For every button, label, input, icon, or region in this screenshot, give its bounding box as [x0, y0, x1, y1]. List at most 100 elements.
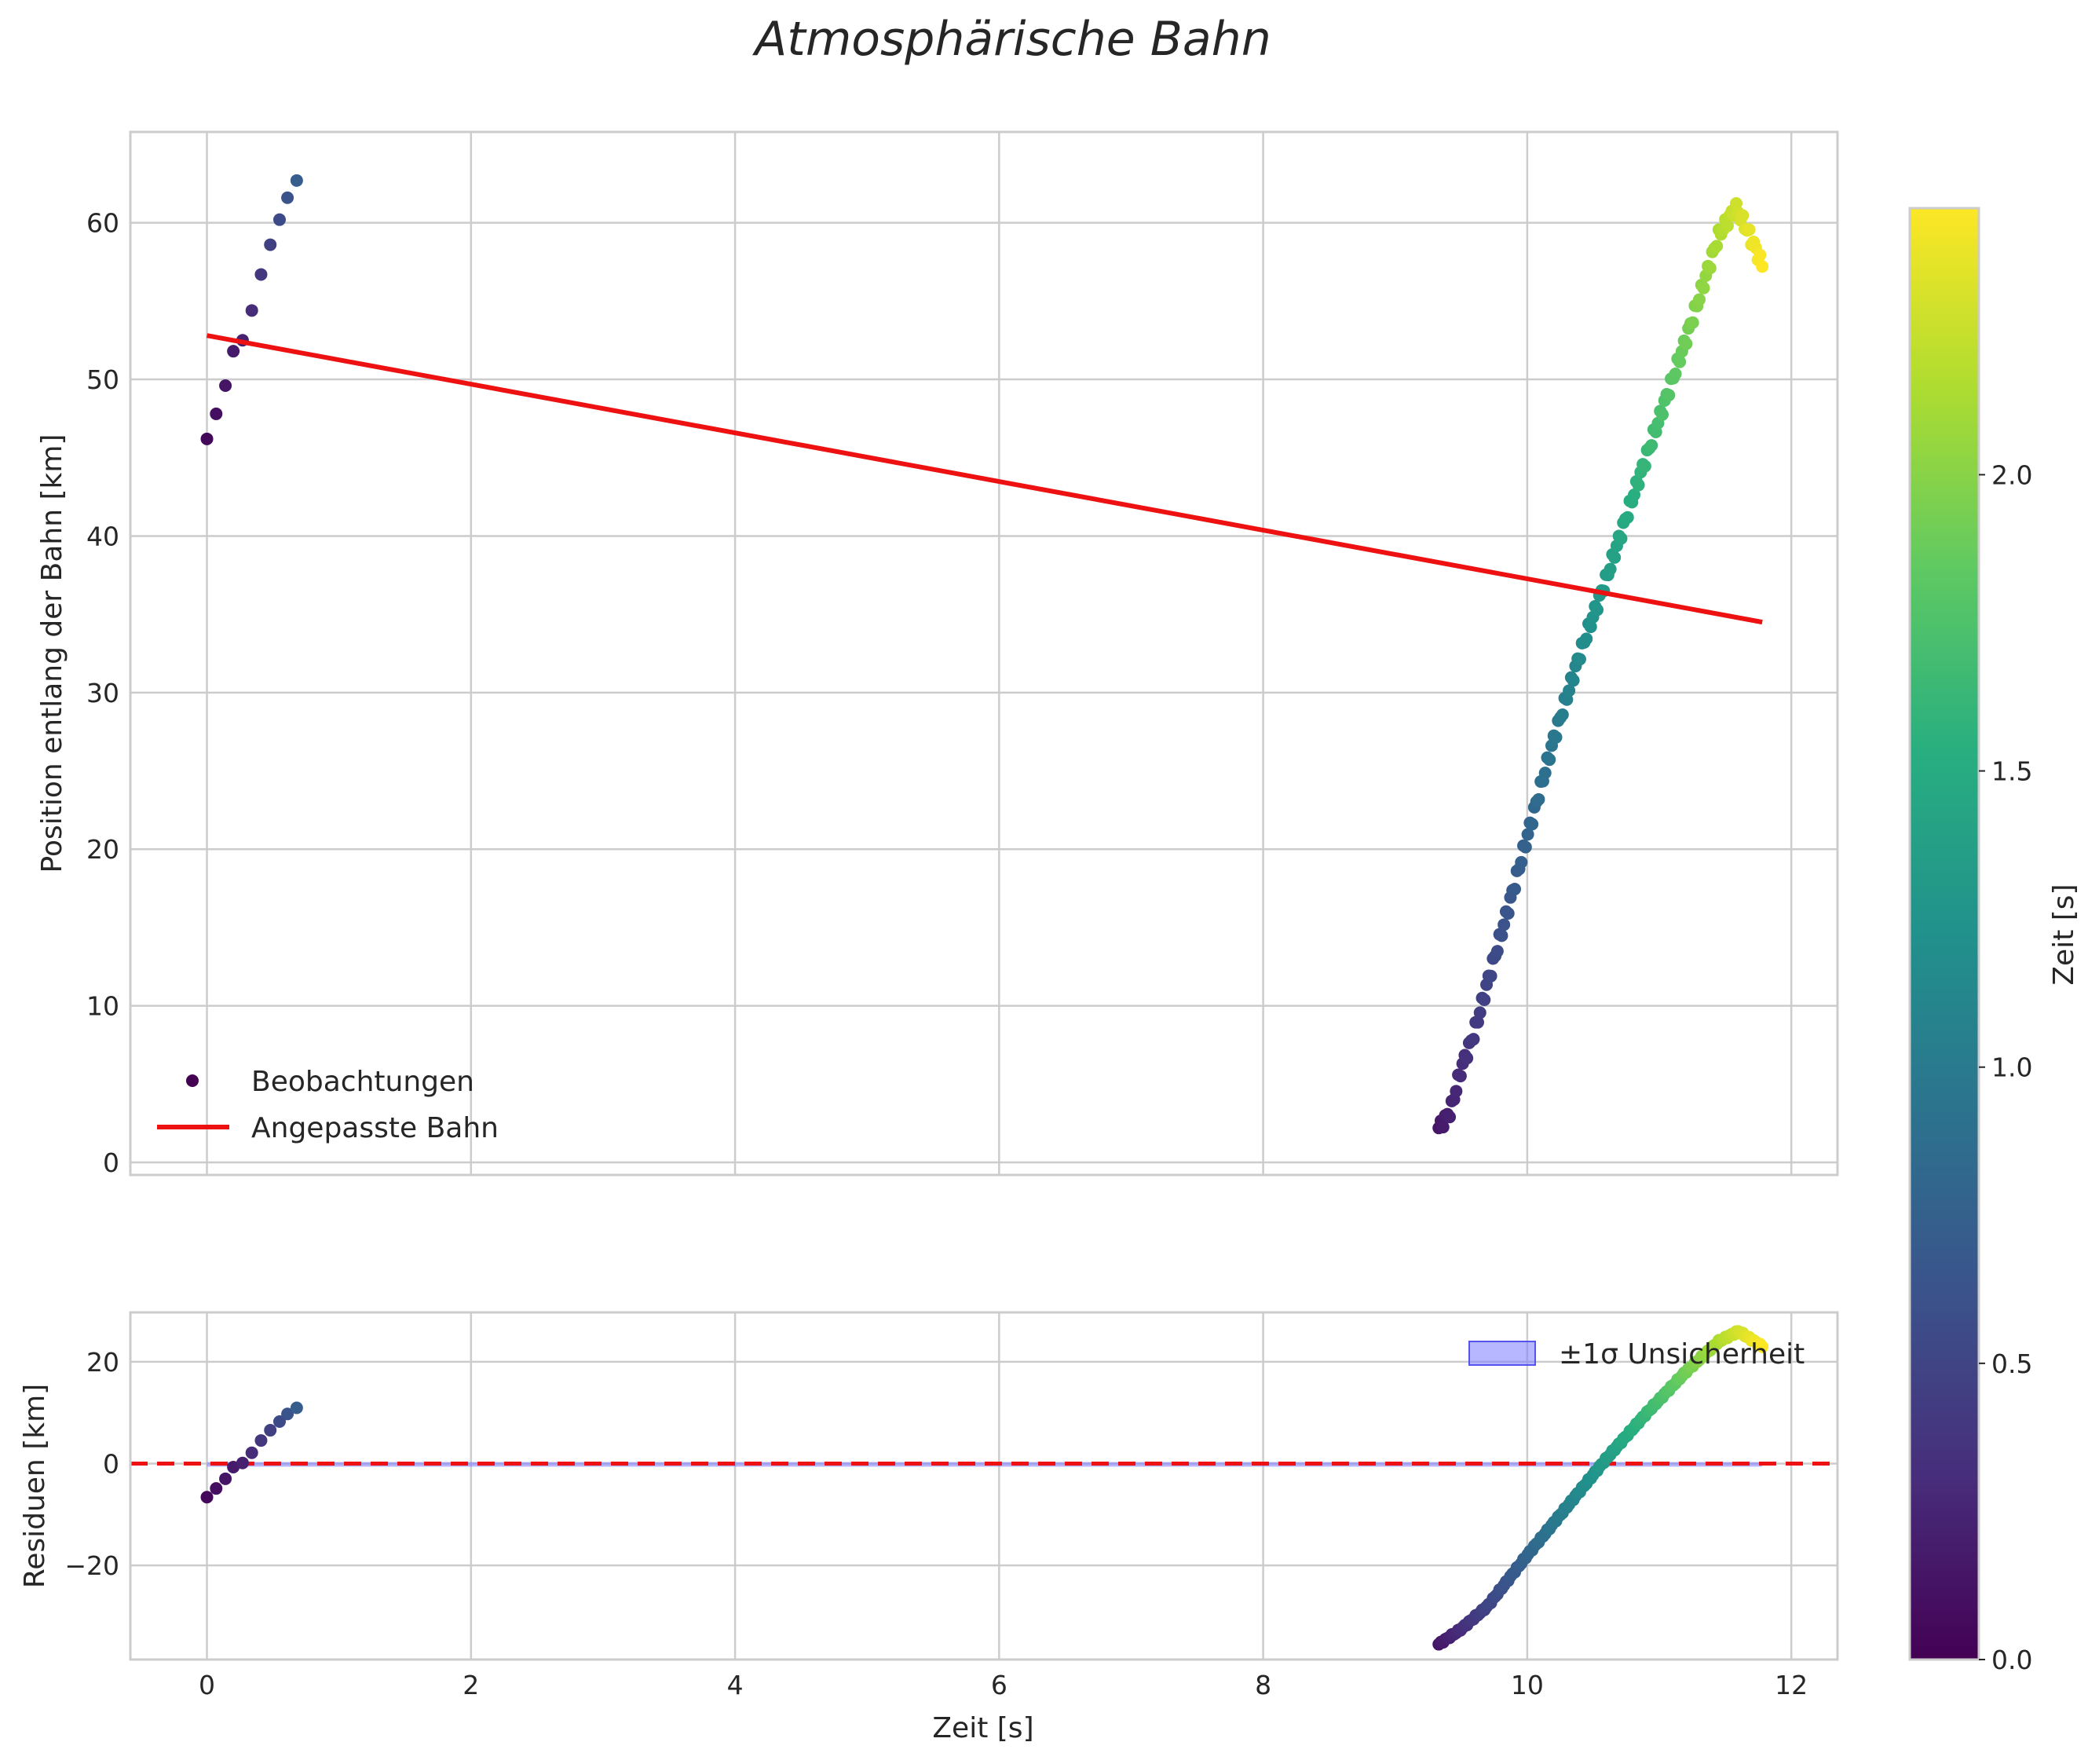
top-y-tick-label: 60 — [86, 208, 119, 239]
observation-point — [272, 213, 286, 226]
residual-point — [200, 1491, 214, 1504]
colorbar-label: Zeit [s] — [2048, 884, 2080, 985]
observation-point — [254, 268, 268, 281]
observation-point — [200, 432, 214, 445]
fitted-trajectory-line — [206, 333, 1763, 625]
observation-point — [1580, 632, 1593, 646]
top-grid — [130, 132, 1838, 1175]
bottom-plot-area — [130, 1325, 1838, 1651]
legend-marker-beobachtungen — [186, 1074, 199, 1087]
top-y-axis-label: Position entlang der Bahn [km] — [36, 434, 68, 873]
observation-point — [1471, 1016, 1484, 1029]
observation-point — [219, 379, 232, 393]
observation-point — [1680, 337, 1693, 350]
observation-point — [1608, 551, 1622, 564]
top-y-tick-label: 30 — [86, 678, 119, 708]
top-y-tick-label: 20 — [86, 834, 119, 865]
x-tick-label: 6 — [991, 1670, 1007, 1700]
top-axes-frame — [129, 130, 1839, 1177]
observation-point — [1497, 918, 1511, 931]
sigma-uncertainty-band — [207, 1462, 1763, 1467]
observation-point — [1736, 209, 1750, 222]
observation-point — [1515, 855, 1528, 869]
top-y-tick-label: 10 — [86, 991, 119, 1022]
observation-point — [1436, 1121, 1450, 1134]
top-y-tick-label: 0 — [103, 1147, 119, 1178]
observation-point — [1645, 439, 1658, 452]
observation-point — [1756, 260, 1769, 273]
observation-point — [1526, 818, 1539, 831]
observation-point — [1703, 262, 1717, 275]
colorbar-tick-label: 0.0 — [1991, 1645, 2032, 1675]
observation-point — [1519, 840, 1532, 854]
bottom-y-axis-label: Residuen [km] — [19, 1384, 51, 1588]
observation-point — [1501, 906, 1515, 920]
observation-point — [1604, 562, 1617, 576]
bottom-ticks: 0 2 4 6 8 10 12 −20 0 20 — [64, 1347, 1808, 1700]
colorbar — [1908, 207, 1980, 1661]
observation-point — [1478, 993, 1491, 1006]
observation-point — [1508, 883, 1521, 896]
observation-point — [1573, 653, 1586, 666]
residual-point — [219, 1472, 232, 1485]
observation-point — [1495, 929, 1508, 942]
residual-point — [1756, 1340, 1769, 1353]
colorbar-tick-label: 1.5 — [1991, 756, 2032, 787]
x-tick-label: 12 — [1775, 1670, 1808, 1700]
observation-point — [1628, 489, 1641, 502]
colorbar-tick-label: 1.0 — [1991, 1052, 2032, 1083]
residual-point — [254, 1434, 268, 1447]
residual-point — [264, 1424, 277, 1437]
legend-label-beobachtungen: Beobachtungen — [251, 1066, 474, 1098]
observation-point — [290, 174, 303, 187]
observation-point — [1538, 767, 1552, 780]
observation-point — [1473, 1006, 1486, 1019]
observation-point — [1614, 532, 1628, 545]
legend-label-sigma-band: ±1σ Unsicherheit — [1559, 1338, 1805, 1371]
bottom-legend: ±1σ Unsicherheit — [1468, 1338, 1805, 1371]
observation-point — [1467, 1033, 1480, 1046]
observation-point — [1556, 708, 1569, 722]
observation-point — [1521, 828, 1534, 841]
residual-point — [272, 1414, 286, 1428]
observation-point — [1692, 293, 1706, 306]
observation-point — [1461, 1052, 1474, 1065]
observation-point — [245, 304, 258, 317]
observation-point — [1549, 730, 1563, 744]
observation-point — [1450, 1085, 1463, 1098]
observation-point — [1621, 511, 1634, 524]
bottom-y-tick-label: −20 — [64, 1550, 119, 1581]
x-axis-label: Zeit [s] — [932, 1712, 1033, 1744]
observation-point — [1686, 316, 1699, 329]
observation-point — [1532, 792, 1545, 806]
x-tick-label: 8 — [1255, 1670, 1271, 1700]
observation-point — [1490, 945, 1504, 958]
observation-point — [1443, 1111, 1457, 1124]
top-y-ticks: 0 10 20 30 40 50 60 — [86, 208, 119, 1178]
observation-point — [281, 191, 294, 204]
observation-point — [1591, 603, 1604, 617]
observation-point — [1454, 1070, 1467, 1083]
observation-point — [1662, 389, 1676, 402]
observation-point — [1753, 248, 1767, 262]
observation-point — [1584, 620, 1597, 634]
observation-point — [1632, 478, 1645, 492]
top-y-tick-label: 50 — [86, 364, 119, 395]
legend-label-angepasste-bahn: Angepasste Bahn — [251, 1112, 499, 1144]
residual-point — [281, 1407, 294, 1421]
residual-point — [236, 1456, 249, 1469]
observation-point — [1673, 355, 1687, 368]
top-plot-area — [200, 174, 1769, 1135]
residual-point — [290, 1401, 303, 1414]
x-tick-label: 4 — [727, 1670, 744, 1700]
colorbar-tick-label: 0.5 — [1991, 1349, 2032, 1379]
bottom-y-tick-label: 20 — [86, 1347, 119, 1378]
observation-point — [1697, 281, 1710, 295]
observation-point — [1669, 368, 1682, 381]
observation-point — [1638, 459, 1651, 473]
residual-point — [210, 1482, 223, 1495]
observation-point — [210, 407, 223, 420]
bottom-axes-frame — [129, 1311, 1839, 1661]
observation-point — [1742, 223, 1756, 236]
